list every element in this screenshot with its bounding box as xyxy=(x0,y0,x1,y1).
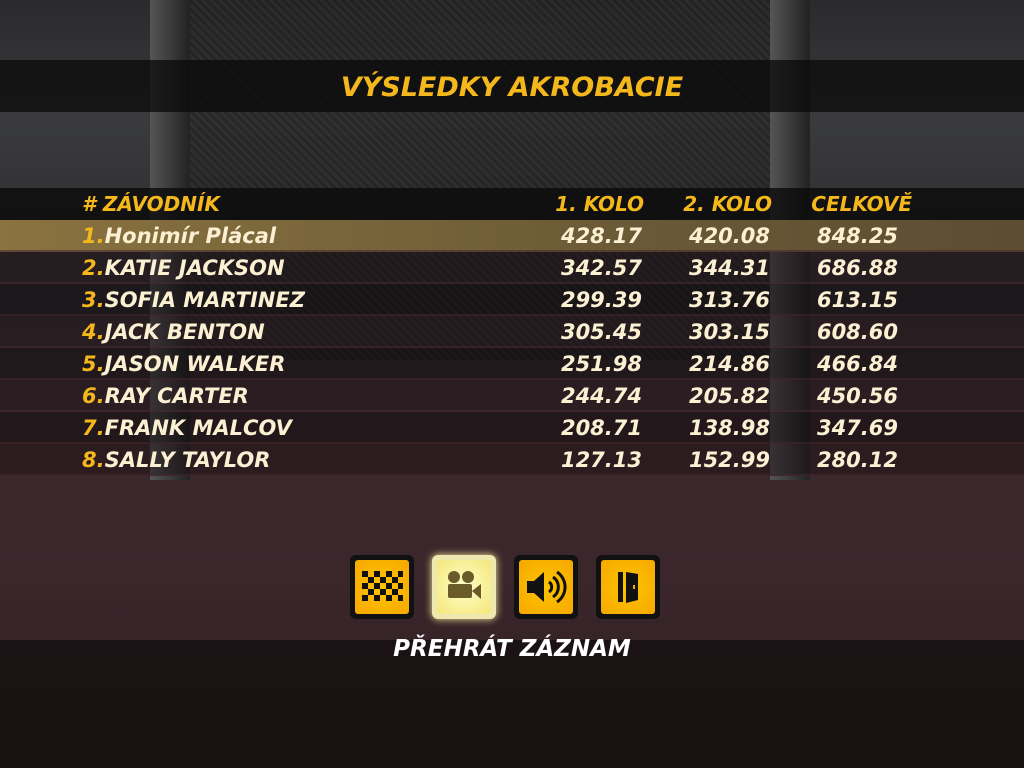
exit-door-icon xyxy=(618,572,638,603)
round2-score: 303.15 xyxy=(688,320,770,344)
driver-name: FRANK MALCOV xyxy=(104,416,292,440)
position: 1. xyxy=(82,224,105,248)
position: 7. xyxy=(82,416,105,440)
driver-cell: 8.SALLY TAYLOR xyxy=(82,448,270,472)
driver-name: JASON WALKER xyxy=(104,352,286,376)
driver-cell: 5.JASON WALKER xyxy=(82,352,285,376)
round2-score: 313.76 xyxy=(688,288,770,312)
continue-button[interactable] xyxy=(350,555,414,619)
driver-cell: 2.KATIE JACKSON xyxy=(82,256,285,280)
header-driver: # ZÁVODNÍK xyxy=(82,192,220,216)
title-band xyxy=(0,60,1024,112)
driver-cell: 1.Honimír Plácal xyxy=(82,224,276,248)
total-score: 613.15 xyxy=(816,288,898,312)
round1-score: 251.98 xyxy=(560,352,642,376)
position: 2. xyxy=(82,256,105,280)
replay-button[interactable] xyxy=(432,555,496,619)
bottom-band xyxy=(0,640,1024,768)
speaker-icon xyxy=(527,570,567,604)
driver-name: RAY CARTER xyxy=(104,384,249,408)
driver-name: Honimír Plácal xyxy=(104,224,277,248)
position: 4. xyxy=(82,320,105,344)
table-row: 6.RAY CARTER 244.74 205.82 450.56 xyxy=(0,380,1024,412)
round2-score: 214.86 xyxy=(688,352,770,376)
driver-name: SALLY TAYLOR xyxy=(104,448,271,472)
driver-cell: 4.JACK BENTON xyxy=(82,320,265,344)
position: 6. xyxy=(82,384,105,408)
camera-icon xyxy=(448,571,481,599)
page-title: VÝSLEDKY AKROBACIE xyxy=(340,72,684,103)
round1-score: 299.39 xyxy=(560,288,642,312)
round2-score: 205.82 xyxy=(688,384,770,408)
driver-cell: 7.FRANK MALCOV xyxy=(82,416,292,440)
table-row: 7.FRANK MALCOV 208.71 138.98 347.69 xyxy=(0,412,1024,444)
driver-cell: 3.SOFIA MARTINEZ xyxy=(82,288,305,312)
position: 5. xyxy=(82,352,105,376)
table-row: 3.SOFIA MARTINEZ 299.39 313.76 613.15 xyxy=(0,284,1024,316)
round2-score: 152.99 xyxy=(688,448,770,472)
driver-name: JACK BENTON xyxy=(104,320,265,344)
table-row: 1.Honimír Plácal 428.17 420.08 848.25 xyxy=(0,220,1024,252)
action-buttons xyxy=(350,555,660,619)
round1-score: 428.17 xyxy=(560,224,642,248)
round2-score: 420.08 xyxy=(688,224,770,248)
total-score: 347.69 xyxy=(816,416,898,440)
total-score: 848.25 xyxy=(816,224,898,248)
exit-button[interactable] xyxy=(596,555,660,619)
driver-cell: 6.RAY CARTER xyxy=(82,384,249,408)
total-score: 450.56 xyxy=(816,384,898,408)
sound-button[interactable] xyxy=(514,555,578,619)
header-round2: 2. KOLO xyxy=(683,192,772,216)
checkered-flag-icon xyxy=(362,571,403,601)
round2-score: 138.98 xyxy=(688,416,770,440)
table-row: 5.JASON WALKER 251.98 214.86 466.84 xyxy=(0,348,1024,380)
round2-score: 344.31 xyxy=(688,256,770,280)
table-row: 2.KATIE JACKSON 342.57 344.31 686.88 xyxy=(0,252,1024,284)
total-score: 686.88 xyxy=(816,256,898,280)
position: 3. xyxy=(82,288,105,312)
selected-action-label: PŘEHRÁT ZÁZNAM xyxy=(393,636,631,662)
header-round1: 1. KOLO xyxy=(555,192,644,216)
driver-name: KATIE JACKSON xyxy=(104,256,285,280)
table-row: 4.JACK BENTON 305.45 303.15 608.60 xyxy=(0,316,1024,348)
total-score: 466.84 xyxy=(816,352,898,376)
driver-name: SOFIA MARTINEZ xyxy=(104,288,305,312)
header-total: CELKOVĚ xyxy=(811,192,912,216)
results-table: # ZÁVODNÍK 1. KOLO 2. KOLO CELKOVĚ 1.Hon… xyxy=(0,188,1024,476)
round1-score: 305.45 xyxy=(560,320,642,344)
round1-score: 342.57 xyxy=(560,256,642,280)
table-row: 8.SALLY TAYLOR 127.13 152.99 280.12 xyxy=(0,444,1024,476)
round1-score: 208.71 xyxy=(560,416,642,440)
total-score: 608.60 xyxy=(816,320,898,344)
table-header: # ZÁVODNÍK 1. KOLO 2. KOLO CELKOVĚ xyxy=(0,188,1024,220)
round1-score: 127.13 xyxy=(560,448,642,472)
round1-score: 244.74 xyxy=(560,384,642,408)
total-score: 280.12 xyxy=(816,448,898,472)
position: 8. xyxy=(82,448,105,472)
